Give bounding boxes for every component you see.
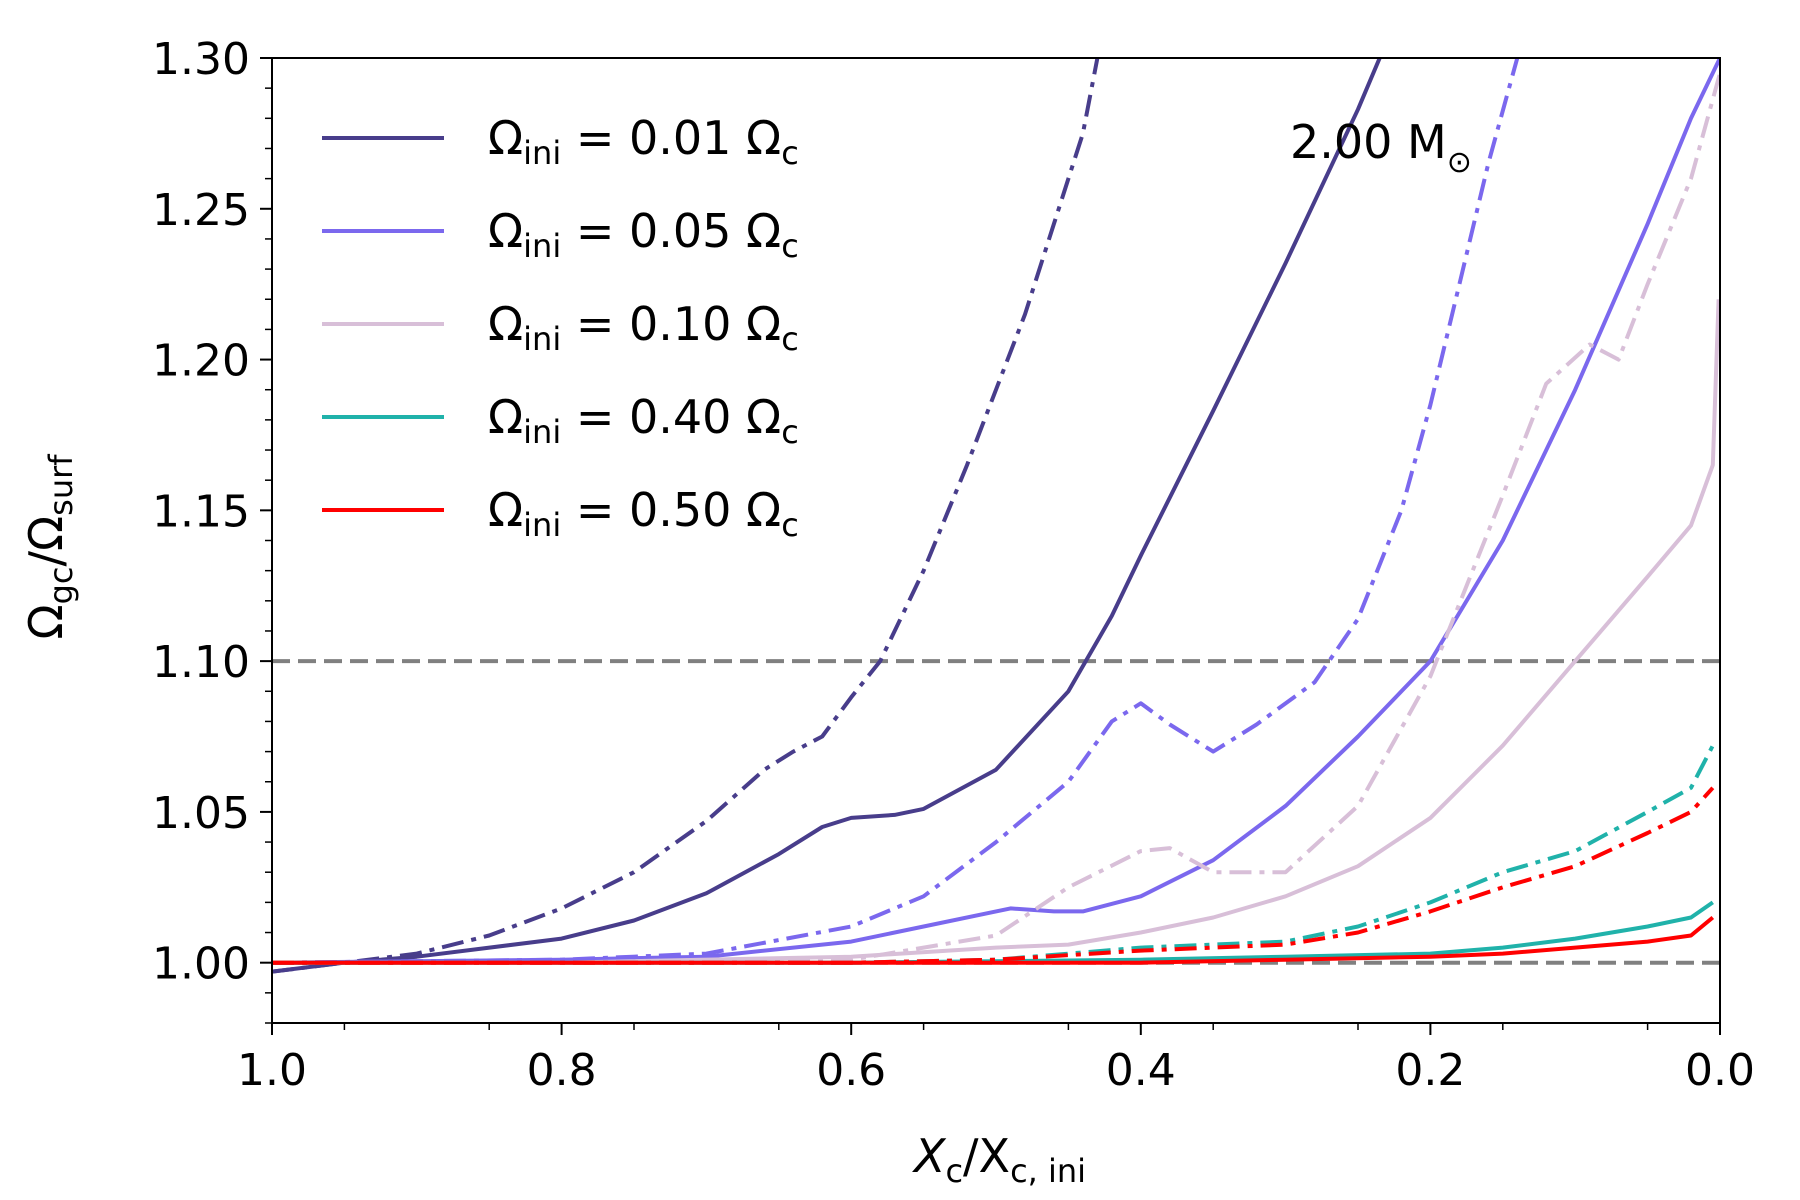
x-tick-label: 0.4	[1106, 1045, 1176, 1096]
legend-item: Ωini = 0.05 Ωc	[322, 204, 799, 265]
legend-item: Ωini = 0.10 Ωc	[322, 297, 799, 358]
series-lines	[272, 58, 1720, 974]
series-line-2-solid	[272, 58, 1720, 965]
x-tick-label: 0.2	[1395, 1045, 1465, 1096]
legend-label: Ωini = 0.01 Ωc	[488, 111, 799, 172]
legend-item: Ωini = 0.50 Ωc	[322, 483, 799, 544]
x-tick-label: 0.6	[816, 1045, 886, 1096]
mass-annotation: 2.00 M⊙	[1290, 115, 1472, 180]
x-tick-label: 0.0	[1685, 1045, 1755, 1096]
y-tick-label: 1.25	[152, 185, 250, 236]
legend-label: Ωini = 0.40 Ωc	[488, 390, 799, 451]
legend: Ωini = 0.01 Ωc Ωini = 0.05 Ωc Ωini = 0.10 …	[322, 111, 799, 544]
series-line-5-dashdot	[272, 72, 1720, 965]
legend-label: Ωini = 0.50 Ωc	[488, 483, 799, 544]
series-line-1-dashdot	[272, 58, 1100, 974]
y-tick-label: 1.00	[152, 939, 250, 990]
y-tick-label: 1.15	[152, 486, 250, 537]
series-line-4-solid	[272, 299, 1720, 965]
x-tick-label: 0.8	[527, 1045, 597, 1096]
y-tick-label: 1.20	[152, 336, 250, 387]
y-tick-label: 1.30	[152, 34, 250, 85]
legend-label: Ωini = 0.10 Ωc	[488, 297, 799, 358]
series-line-8-solid	[272, 915, 1715, 965]
legend-item: Ωini = 0.01 Ωc	[322, 111, 799, 172]
series-line-3-dashdot	[272, 58, 1520, 965]
y-axis-ticks: 1.00 1.05 1.10 1.15 1.20 1.25 1.30	[152, 34, 272, 1024]
x-tick-label: 1.0	[237, 1045, 307, 1096]
reference-lines	[272, 659, 1720, 965]
x-axis-ticks: 1.0 0.8 0.6 0.4 0.2 0.0	[237, 1023, 1755, 1096]
series-line-0-solid	[272, 58, 1382, 974]
x-axis-label: Xc/Xc, ini	[912, 1129, 1086, 1190]
y-tick-label: 1.10	[152, 637, 250, 688]
legend-item: Ωini = 0.40 Ωc	[322, 390, 799, 451]
series-line-7-dashdot	[272, 744, 1715, 965]
series-line-9-dashdot	[272, 786, 1715, 965]
y-axis-label: Ωgc/Ωsurf	[19, 454, 80, 640]
legend-label: Ωini = 0.05 Ωc	[488, 204, 799, 265]
y-tick-label: 1.05	[152, 788, 250, 839]
